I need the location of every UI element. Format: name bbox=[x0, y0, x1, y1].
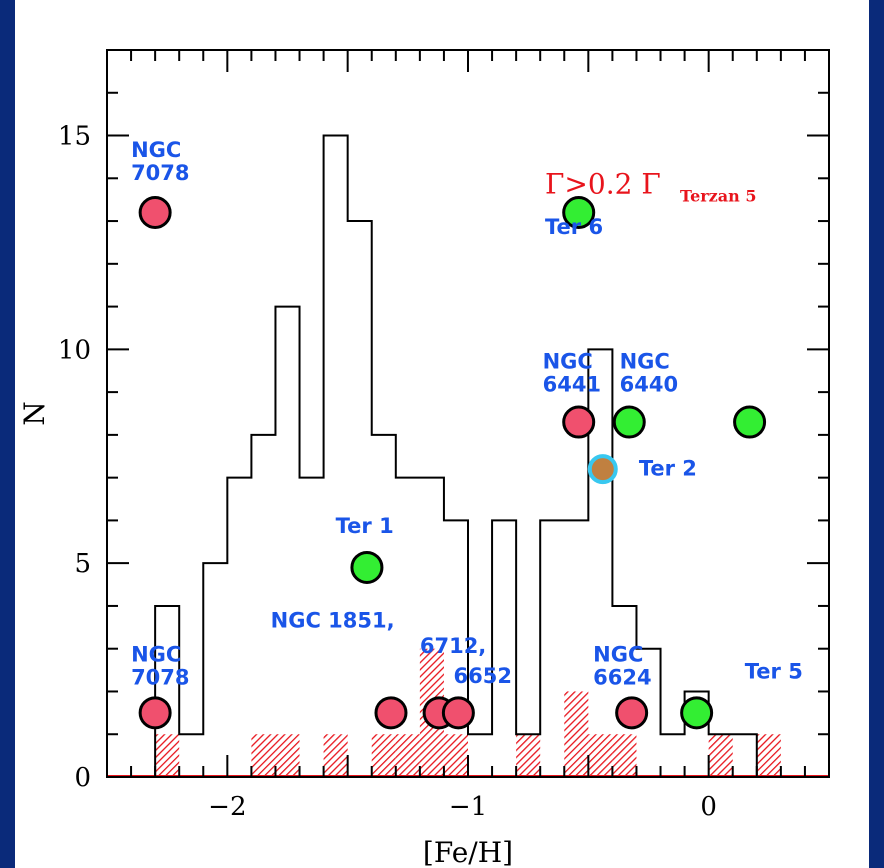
cluster-marker-10 bbox=[615, 696, 649, 730]
hatched-bar-1 bbox=[251, 734, 276, 777]
cluster-marker-11 bbox=[680, 696, 714, 730]
annotation-ngc6440: 6440 bbox=[620, 373, 678, 397]
x-axis-label: [Fe/H] bbox=[423, 836, 513, 868]
histogram-outline bbox=[154, 134, 758, 777]
hatched-bar-4 bbox=[371, 734, 396, 777]
x-tick-label: 0 bbox=[700, 792, 717, 822]
annotation-ter6: Ter 6 bbox=[545, 215, 603, 239]
cluster-marker-6 bbox=[562, 196, 596, 230]
y-axis-label: N bbox=[18, 401, 51, 426]
annotation-ngc6624: NGC bbox=[593, 643, 643, 667]
cluster-marker-7 bbox=[562, 405, 596, 439]
hatched-bar-7 bbox=[443, 734, 468, 777]
cluster-marker-5 bbox=[441, 696, 475, 730]
y-tick-label: 0 bbox=[74, 763, 91, 793]
annotation-ngc7078-top: NGC bbox=[131, 138, 181, 162]
annotation-ngc6441: NGC bbox=[543, 350, 593, 374]
tick-labels: −2 −1 0 0 5 10 15 bbox=[58, 122, 717, 822]
cluster-marker-12 bbox=[733, 405, 767, 439]
annotation-ngc6624: 6624 bbox=[593, 666, 651, 690]
gamma-threshold-subscript: Terzan 5 bbox=[680, 186, 756, 205]
x-tick-label: −2 bbox=[208, 792, 246, 822]
annotation-ngc6652: 6652 bbox=[454, 664, 512, 688]
hatched-bar-3 bbox=[323, 734, 348, 777]
cluster-marker-8 bbox=[612, 405, 646, 439]
annotation-ngc6441: 6441 bbox=[543, 373, 601, 397]
x-tick-label: −1 bbox=[449, 792, 487, 822]
cluster-markers bbox=[138, 196, 767, 730]
hatched-bar-12 bbox=[708, 734, 733, 777]
annotation-ngc7078-top: 7078 bbox=[131, 161, 189, 185]
annotation-ter5: Ter 5 bbox=[745, 660, 803, 684]
hatched-bar-5 bbox=[395, 734, 420, 777]
gamma-threshold-label: Γ>0.2 Γ bbox=[545, 167, 661, 200]
annotation-ter1: Ter 1 bbox=[336, 514, 394, 538]
y-tick-label: 15 bbox=[58, 122, 91, 152]
hatched-bar-10 bbox=[588, 734, 613, 777]
hatched-bar-11 bbox=[612, 734, 637, 777]
hatched-histogram bbox=[155, 648, 781, 777]
y-tick-label: 10 bbox=[58, 335, 91, 365]
annotation-ngc1851: NGC 1851, bbox=[271, 608, 395, 632]
hatched-bar-8 bbox=[516, 734, 541, 777]
annotation-ngc7078-bottom: NGC bbox=[131, 643, 181, 667]
cluster-marker-3 bbox=[374, 696, 408, 730]
cluster-marker-2 bbox=[350, 550, 384, 584]
hatched-bar-9 bbox=[564, 691, 589, 777]
annotation-ngc7078-bottom: 7078 bbox=[131, 666, 189, 690]
hatched-bar-0 bbox=[155, 734, 180, 777]
annotation-ter2: Ter 2 bbox=[639, 457, 697, 481]
cluster-marker-9 bbox=[587, 454, 618, 485]
annotation-ngc6712: 6712, bbox=[420, 634, 486, 658]
annotation-ngc6440: NGC bbox=[620, 350, 670, 374]
cluster-marker-1 bbox=[138, 696, 172, 730]
y-tick-label: 5 bbox=[74, 549, 91, 579]
hatched-bar-2 bbox=[275, 734, 300, 777]
cluster-marker-0 bbox=[138, 196, 172, 230]
axis-ticks bbox=[106, 49, 830, 778]
hatched-bar-13 bbox=[756, 734, 781, 777]
